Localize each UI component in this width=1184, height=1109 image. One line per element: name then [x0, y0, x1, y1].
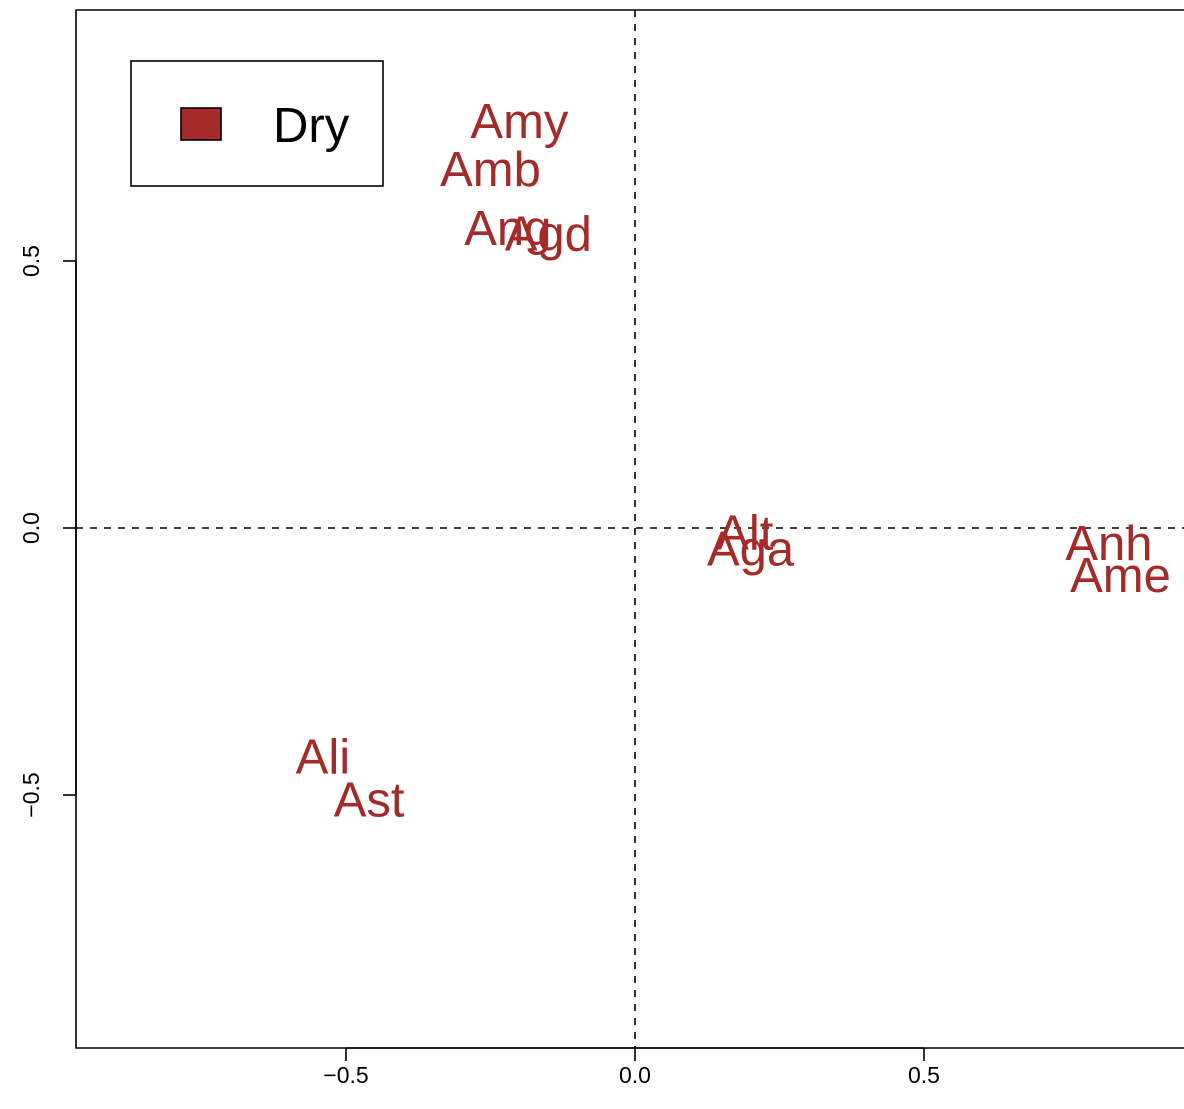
y-axis: −0.5 0.0 0.5 [18, 245, 77, 818]
x-tick-label: 0.0 [619, 1062, 651, 1088]
point-label-ang: Ang [464, 202, 551, 256]
legend-box [130, 60, 384, 187]
point-label-alt: Alt [716, 506, 774, 560]
legend-swatch-dry [180, 107, 222, 141]
legend: Dry [130, 60, 384, 187]
point-label-ali: Ali [296, 731, 350, 785]
point-label-agd: Agd [505, 207, 592, 261]
point-label-ame: Ame [1070, 549, 1171, 603]
x-axis: −0.5 0.0 0.5 [323, 1047, 940, 1088]
point-label-amb: Amb [440, 143, 541, 197]
y-tick-label: 0.5 [18, 245, 44, 277]
y-tick-label: −0.5 [18, 772, 44, 817]
point-label-amy: Amy [470, 95, 569, 149]
point-label-anh: Anh [1065, 517, 1152, 571]
point-label-aga: Aga [707, 522, 795, 576]
x-tick-label: 0.5 [908, 1062, 940, 1088]
x-tick-label: −0.5 [323, 1062, 368, 1088]
legend-label-dry: Dry [273, 99, 350, 153]
y-tick-label: 0.0 [18, 512, 44, 544]
point-label-ast: Ast [334, 773, 405, 827]
